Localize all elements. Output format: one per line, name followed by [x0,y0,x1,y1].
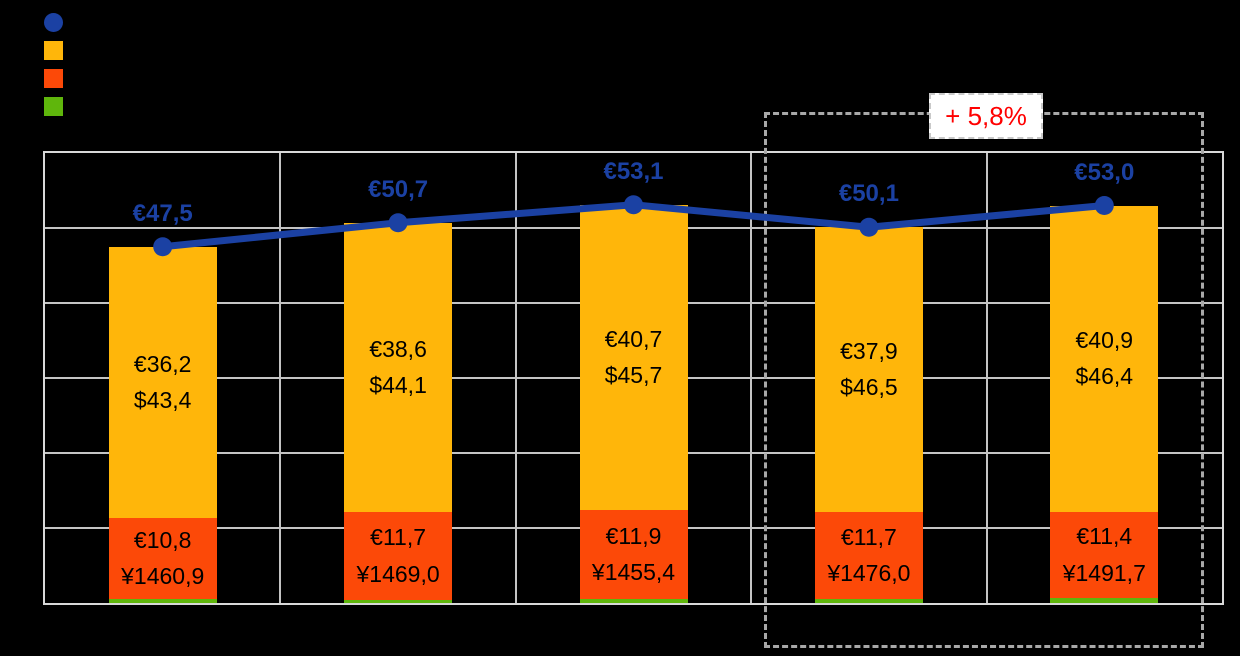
bar-segment-red-label-secondary: ¥1460,9 [121,563,205,590]
bar-segment-orange: €40,7 $45,7 [579,204,688,510]
bar-segment-red: €11,9 ¥1455,4 [579,510,688,600]
bar-segment-orange-label-primary: €36,2 [133,350,192,377]
bar-segment-green [108,599,217,603]
bar-segment-orange-label-secondary: $46,4 [1075,363,1134,390]
bar-segment-green [579,599,688,603]
bar-segment-red-label-primary: €11,7 [370,524,427,551]
bar-segment-red-label-primary: €11,9 [605,522,662,549]
total-value-label: €53,1 [603,157,664,185]
bar-segment-green [344,600,453,603]
bar-segment-green [1050,597,1159,603]
bar-segment-orange-label-secondary: $46,5 [840,373,898,400]
total-value-label: €53,0 [1074,158,1135,186]
bar-segment-orange-label-primary: €37,9 [840,337,898,364]
legend-marker-total-line [44,13,63,32]
bar-segment-orange-label-primary: €40,9 [1075,327,1134,354]
legend-marker-upper-bar-segment [44,41,63,60]
total-value-label: €50,1 [838,180,899,208]
bar-segment-orange: €38,6 $44,1 [344,222,453,513]
growth-annotation-label: + 5,8% [945,100,1027,131]
bar-segment-red-label-secondary: ¥1476,0 [827,559,911,586]
gridline-vertical [514,153,517,603]
bar-segment-red-label-primary: €11,4 [1076,523,1133,550]
bar-segment-red-label-primary: €10,8 [133,526,192,553]
bar-segment-orange: €40,9 $46,4 [1050,205,1159,513]
bar-segment-orange-label-primary: €38,6 [369,335,427,362]
bar-segment-orange: €37,9 $46,5 [814,227,923,512]
total-value-label: €50,7 [368,175,429,203]
gridline-vertical [279,153,282,603]
gridline-vertical [750,153,753,603]
bar-segment-red-label-secondary: ¥1491,7 [1062,559,1146,586]
bar-segment-orange: €36,2 $43,4 [108,246,217,519]
bar-segment-red: €11,4 ¥1491,7 [1050,512,1159,598]
bar-segment-red-label-secondary: ¥1455,4 [591,559,676,586]
bar-segment-red: €10,8 ¥1460,9 [108,518,217,600]
bar-segment-red: €11,7 ¥1469,0 [344,512,453,600]
bar-segment-red: €11,7 ¥1476,0 [814,511,923,600]
bar-segment-orange-label-secondary: $43,4 [133,387,192,413]
plot-area-border [43,151,1224,605]
growth-annotation-box: + 5,8% [929,93,1043,139]
legend-marker-bottom-bar-segment [44,97,63,116]
bar-segment-orange-label-primary: €40,7 [604,325,663,352]
legend-marker-middle-bar-segment [44,69,63,88]
bar-segment-orange-label-secondary: $44,1 [369,372,427,398]
bar-segment-red-label-secondary: ¥1469,0 [356,560,440,587]
bar-segment-green [814,599,923,603]
bar-segment-red-label-primary: €11,7 [840,523,897,550]
bar-segment-orange-label-secondary: $45,7 [604,361,663,388]
total-value-label: €47,5 [132,199,193,227]
gridline-vertical [985,153,988,603]
